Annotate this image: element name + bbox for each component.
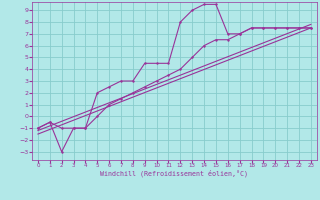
- X-axis label: Windchill (Refroidissement éolien,°C): Windchill (Refroidissement éolien,°C): [100, 170, 248, 177]
